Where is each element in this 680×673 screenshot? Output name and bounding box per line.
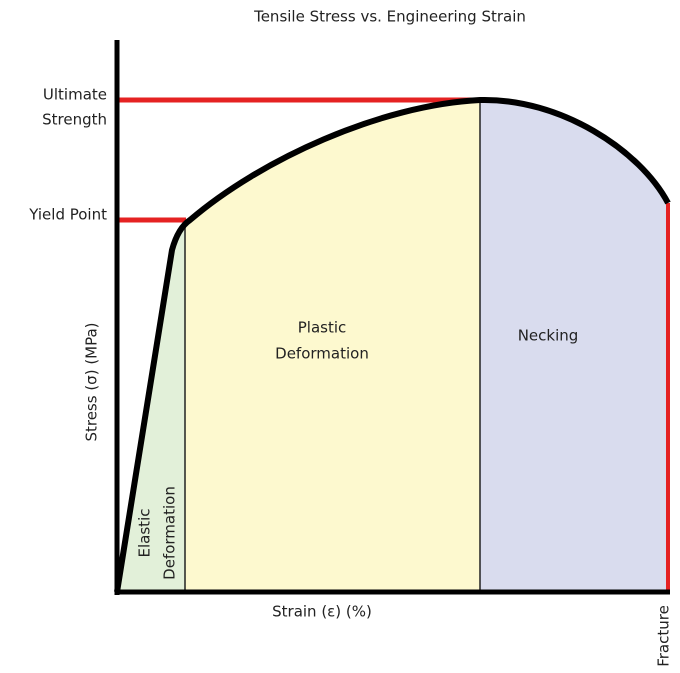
title: Tensile Stress vs. Engineering Strain	[253, 8, 526, 26]
necking-region	[480, 99, 668, 593]
necking-label: Necking	[518, 327, 579, 345]
plastic-label: Deformation	[275, 345, 369, 363]
y-axis-label: Stress (σ) (MPa)	[83, 322, 101, 441]
x-axis-label: Strain (ε) (%)	[272, 603, 372, 621]
ultimate-label: Strength	[42, 111, 107, 129]
fracture-label: Fracture	[655, 605, 673, 667]
yield-label: Yield Point	[28, 206, 107, 224]
stress-strain-curve	[114, 96, 671, 593]
elastic-label: Deformation	[161, 486, 179, 580]
plastic-label: Plastic	[298, 319, 347, 337]
plastic-region	[185, 100, 480, 592]
elastic-label: Elastic	[136, 509, 154, 558]
ultimate-label: Ultimate	[43, 86, 107, 104]
